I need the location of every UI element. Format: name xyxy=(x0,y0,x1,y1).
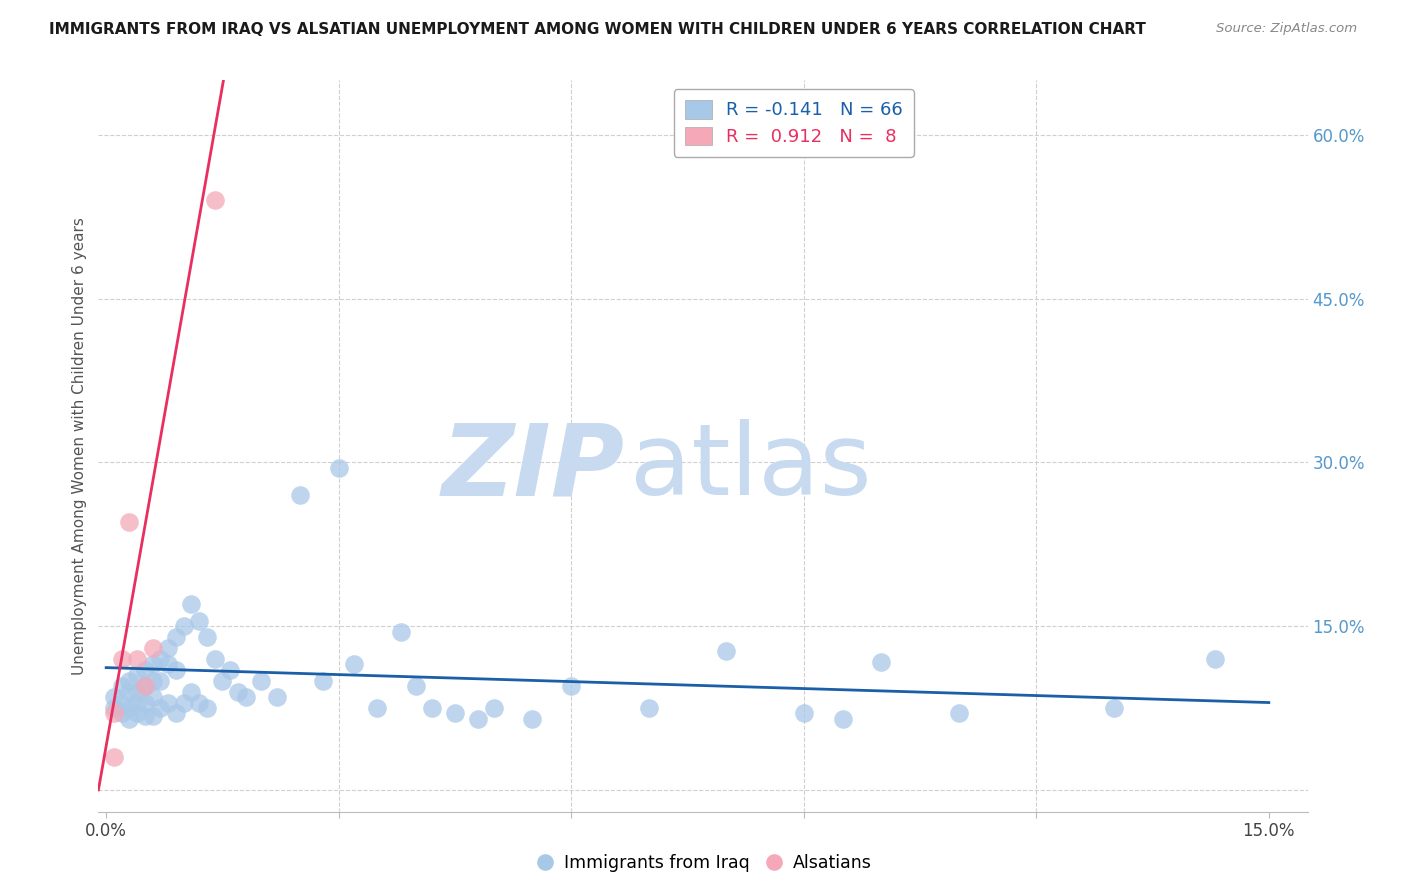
Point xyxy=(157,640,180,655)
Point xyxy=(127,668,149,682)
Point xyxy=(142,673,165,688)
Text: ZIP: ZIP xyxy=(441,419,624,516)
Point xyxy=(235,690,257,704)
Point xyxy=(204,194,226,208)
Point xyxy=(204,652,226,666)
Point xyxy=(134,663,156,677)
Point xyxy=(389,624,412,639)
Point xyxy=(312,673,335,688)
Point xyxy=(165,706,187,721)
Point xyxy=(180,597,202,611)
Point xyxy=(111,652,134,666)
Point xyxy=(157,696,180,710)
Point xyxy=(870,655,893,669)
Point xyxy=(266,690,288,704)
Point xyxy=(142,708,165,723)
Point xyxy=(716,644,738,658)
Point xyxy=(173,696,195,710)
Point xyxy=(250,673,273,688)
Point xyxy=(149,701,172,715)
Point xyxy=(188,696,211,710)
Point xyxy=(142,657,165,672)
Legend: R = -0.141   N = 66, R =  0.912   N =  8: R = -0.141 N = 66, R = 0.912 N = 8 xyxy=(673,89,914,157)
Point xyxy=(420,701,443,715)
Point xyxy=(793,706,815,721)
Point xyxy=(211,673,233,688)
Point xyxy=(165,630,187,644)
Point xyxy=(118,673,141,688)
Point xyxy=(157,657,180,672)
Point xyxy=(1102,701,1125,715)
Text: Source: ZipAtlas.com: Source: ZipAtlas.com xyxy=(1216,22,1357,36)
Point xyxy=(118,684,141,698)
Point xyxy=(134,708,156,723)
Point xyxy=(948,706,970,721)
Point xyxy=(482,701,505,715)
Point xyxy=(366,701,388,715)
Point xyxy=(560,679,582,693)
Point xyxy=(188,614,211,628)
Point xyxy=(111,679,134,693)
Point xyxy=(1204,652,1226,666)
Point xyxy=(127,652,149,666)
Point xyxy=(522,712,544,726)
Point xyxy=(103,701,125,715)
Text: IMMIGRANTS FROM IRAQ VS ALSATIAN UNEMPLOYMENT AMONG WOMEN WITH CHILDREN UNDER 6 : IMMIGRANTS FROM IRAQ VS ALSATIAN UNEMPLO… xyxy=(49,22,1146,37)
Point xyxy=(103,706,125,721)
Point xyxy=(149,673,172,688)
Point xyxy=(103,750,125,764)
Point xyxy=(118,516,141,530)
Point xyxy=(134,696,156,710)
Point xyxy=(405,679,427,693)
Point xyxy=(180,684,202,698)
Point xyxy=(127,696,149,710)
Point xyxy=(134,679,156,693)
Point xyxy=(831,712,853,726)
Point xyxy=(226,684,249,698)
Point xyxy=(637,701,659,715)
Point xyxy=(118,701,141,715)
Point xyxy=(118,712,141,726)
Point xyxy=(288,488,311,502)
Point xyxy=(142,690,165,704)
Point xyxy=(219,663,242,677)
Point xyxy=(444,706,467,721)
Point xyxy=(111,696,134,710)
Y-axis label: Unemployment Among Women with Children Under 6 years: Unemployment Among Women with Children U… xyxy=(72,217,87,675)
Text: atlas: atlas xyxy=(630,419,872,516)
Point xyxy=(142,640,165,655)
Point xyxy=(127,684,149,698)
Point xyxy=(173,619,195,633)
Point xyxy=(165,663,187,677)
Point xyxy=(127,706,149,721)
Point xyxy=(195,701,218,715)
Point xyxy=(328,460,350,475)
Point xyxy=(195,630,218,644)
Point xyxy=(103,690,125,704)
Point xyxy=(134,679,156,693)
Point xyxy=(467,712,489,726)
Point xyxy=(149,652,172,666)
Point xyxy=(111,706,134,721)
Point xyxy=(343,657,366,672)
Legend: Immigrants from Iraq, Alsatians: Immigrants from Iraq, Alsatians xyxy=(527,847,879,879)
